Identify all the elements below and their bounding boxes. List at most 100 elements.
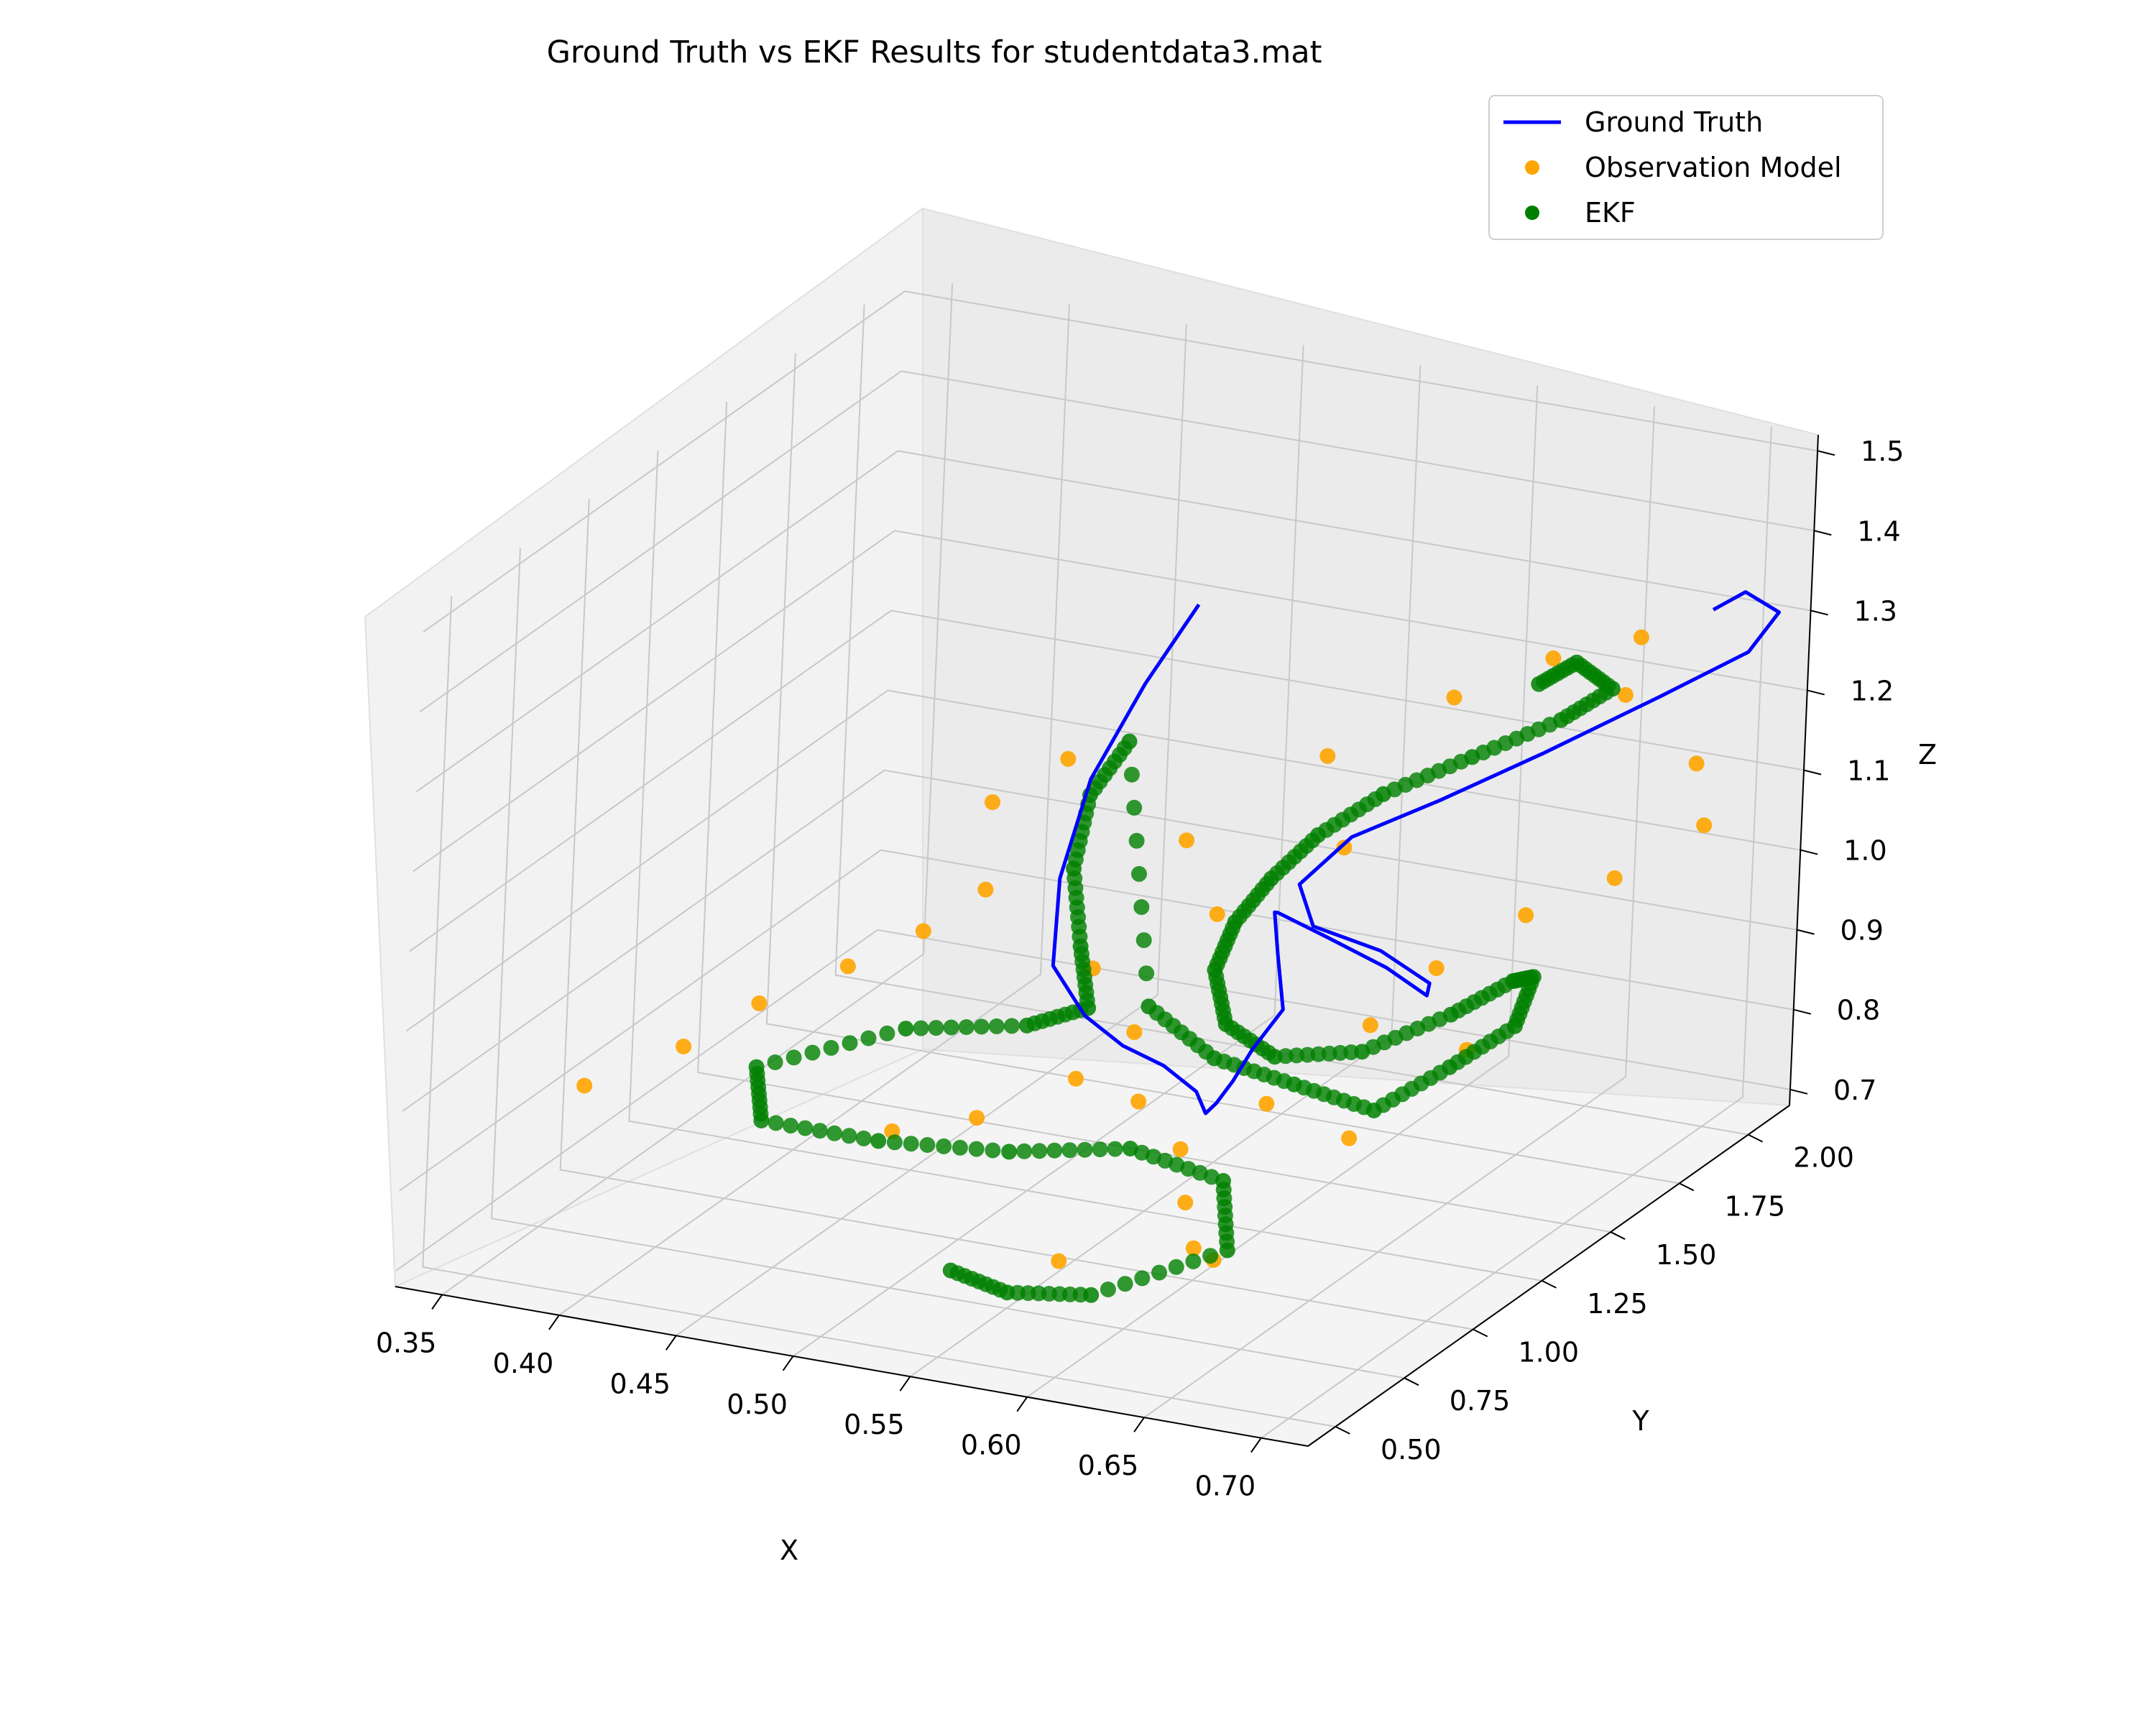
x-tick-mark <box>1133 1417 1145 1432</box>
series-ekf-marker <box>973 1018 990 1035</box>
series-ekf-marker <box>943 1019 959 1036</box>
series-ekf-point <box>1531 676 1547 692</box>
x-gridline <box>793 344 1304 1357</box>
z-gridline <box>405 689 1801 1032</box>
series-observation-point <box>1068 1070 1084 1087</box>
axis-panes <box>364 207 1820 1448</box>
x-tick-label: 0.40 <box>493 1348 554 1379</box>
y-tick-label: 1.50 <box>1656 1239 1717 1271</box>
series-ekf-marker <box>767 1054 783 1070</box>
grid-lines <box>395 283 1818 1439</box>
series-observation-point <box>915 923 931 939</box>
series-ekf-marker <box>1135 932 1152 949</box>
series-ekf-marker <box>1061 1142 1078 1159</box>
series-ekf-marker <box>886 1134 903 1151</box>
series-ekf-marker <box>1003 1018 1020 1034</box>
z-gridline <box>409 610 1805 952</box>
series-ekf-marker <box>1077 1141 1093 1158</box>
series-ekf-marker <box>1151 1264 1167 1281</box>
series-ekf-marker <box>1168 1259 1184 1275</box>
series-ekf-point <box>1121 733 1138 750</box>
legend-label-observation: Observation Model <box>1585 152 1842 183</box>
series-ekf-point <box>748 1059 765 1075</box>
y-tick-mark <box>1404 1377 1419 1386</box>
x-tick-mark <box>782 1356 794 1371</box>
y-tick-label: 1.00 <box>1518 1336 1579 1368</box>
z-axis-label: Z <box>1918 739 1937 770</box>
y-gridline <box>834 304 1749 1136</box>
z-tick-label: 0.8 <box>1837 995 1880 1026</box>
series-ekf-marker <box>903 1136 919 1152</box>
legend-label-ground-truth: Ground Truth <box>1585 106 1763 138</box>
series-ekf-marker <box>1131 865 1147 882</box>
x-tick-mark <box>548 1315 560 1330</box>
series-ekf-marker <box>968 1141 985 1157</box>
series-ekf-marker <box>1123 766 1140 783</box>
series-ekf-point <box>1122 1141 1138 1156</box>
x-tick-mark <box>1016 1397 1028 1412</box>
series-observation-point <box>1633 629 1649 645</box>
series-ekf-marker <box>1202 1248 1219 1264</box>
x-axis-line <box>395 1286 1309 1447</box>
series-observation-point <box>751 995 768 1011</box>
series-ekf-marker <box>1138 965 1155 982</box>
y-axis-line <box>1307 1105 1790 1447</box>
series-ekf-marker <box>988 1018 1005 1034</box>
series-observation-point <box>1336 840 1353 856</box>
series-ekf-point <box>1083 1287 1100 1303</box>
series-observation-point <box>1258 1095 1275 1112</box>
y-axis-label: Y <box>1631 1405 1649 1437</box>
plot-marks <box>576 590 1781 1303</box>
x-tick-label: 0.50 <box>727 1389 788 1420</box>
z-tick-mark <box>1814 530 1832 536</box>
x-tick-label: 0.60 <box>961 1430 1022 1461</box>
y-tick-label: 0.50 <box>1381 1434 1442 1466</box>
series-ekf-point <box>1001 1144 1018 1160</box>
z-tick-mark <box>1817 450 1835 456</box>
series-ekf-point <box>870 1133 887 1149</box>
y-tick-mark <box>1473 1328 1488 1338</box>
x-tick-label: 0.70 <box>1195 1471 1256 1502</box>
z-tick-label: 1.2 <box>1851 675 1894 707</box>
x-gridline <box>441 283 954 1296</box>
series-observation-point <box>969 1110 985 1126</box>
series-observation-point <box>1319 748 1336 764</box>
y-gridline <box>697 402 1611 1233</box>
x-gridline <box>1143 406 1656 1418</box>
series-observation-point <box>839 958 856 975</box>
series-ekf-marker <box>1107 1141 1123 1157</box>
series-ekf-marker <box>811 1123 828 1139</box>
series-observation-point <box>1209 906 1225 922</box>
series-ekf-marker <box>786 1049 802 1066</box>
y-tick-mark <box>1335 1426 1350 1435</box>
series-ekf-point <box>898 1021 914 1037</box>
series-ekf-marker <box>826 1125 843 1141</box>
z-tick-mark <box>1789 1088 1808 1095</box>
z-gridline <box>399 849 1794 1192</box>
series-ekf-marker <box>860 1030 877 1046</box>
series-ekf-marker <box>1126 799 1143 816</box>
x-tick-label: 0.45 <box>609 1368 671 1399</box>
series-ekf-marker <box>797 1120 814 1136</box>
series-observation-point <box>1126 1024 1143 1040</box>
series-ekf-marker <box>1134 1270 1151 1287</box>
series-ekf-marker <box>1031 1143 1048 1159</box>
series-observation-point <box>1060 750 1077 767</box>
y-gridline <box>765 353 1680 1184</box>
series-ekf-marker <box>919 1137 936 1153</box>
z-tick-label: 1.0 <box>1843 835 1886 867</box>
series-observation-point <box>576 1077 593 1094</box>
z-tick-mark <box>1793 1008 1811 1015</box>
series-observation-point <box>1341 1130 1358 1146</box>
series-ekf-marker <box>1133 899 1150 915</box>
chart-title: Ground Truth vs EKF Results for studentd… <box>547 34 1322 70</box>
z-gridline <box>423 290 1818 633</box>
x-gridline <box>676 324 1187 1337</box>
z-gridline <box>402 769 1797 1112</box>
series-observation-point <box>1446 689 1462 706</box>
legend-box <box>1488 95 1884 240</box>
x-axis-label: X <box>780 1535 798 1566</box>
y-tick-mark <box>1610 1231 1626 1240</box>
x-tick-mark <box>899 1376 911 1392</box>
series-observation-point <box>1428 960 1445 976</box>
